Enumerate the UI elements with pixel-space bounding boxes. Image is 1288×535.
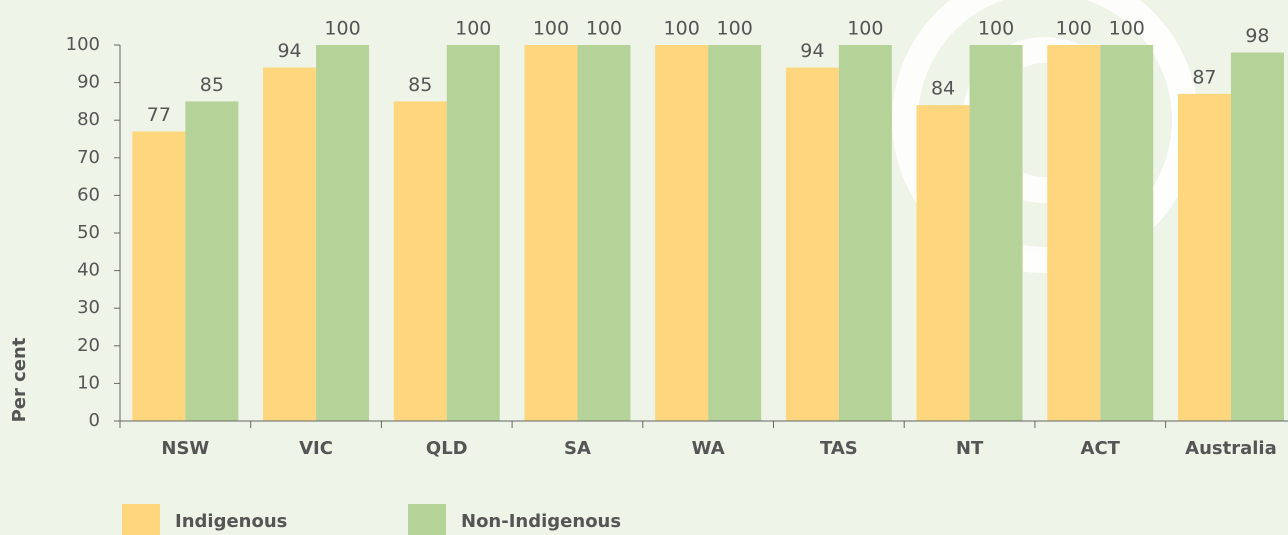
value-label: 87 [1192, 66, 1216, 88]
legend-swatch [122, 504, 160, 535]
bar [786, 68, 839, 421]
x-tick-label: NSW [161, 438, 209, 459]
bar [708, 45, 761, 421]
value-label: 100 [586, 18, 622, 40]
bar [447, 45, 500, 421]
bar [1178, 94, 1231, 421]
bar [655, 45, 708, 421]
value-label: 77 [147, 104, 171, 126]
value-label: 84 [931, 78, 955, 100]
bar [577, 45, 630, 421]
y-tick-label: 100 [66, 34, 100, 55]
bar [839, 45, 892, 421]
bar [917, 105, 970, 421]
value-label: 100 [717, 18, 753, 40]
bar [1100, 45, 1153, 421]
bar [1047, 45, 1100, 421]
legend-label: Non-Indigenous [461, 511, 621, 532]
x-tick-label: Australia [1185, 438, 1277, 459]
x-tick-label: SA [564, 438, 591, 459]
bar [524, 45, 577, 421]
y-tick-label: 40 [77, 260, 100, 281]
value-label: 100 [847, 18, 883, 40]
value-label: 100 [664, 18, 700, 40]
bar [316, 45, 369, 421]
y-tick-label: 30 [77, 297, 100, 318]
y-tick-label: 10 [77, 372, 100, 393]
bar [132, 131, 185, 421]
x-tick-label: NT [956, 438, 984, 459]
x-tick-label: VIC [299, 438, 333, 459]
y-tick-label: 80 [77, 109, 100, 130]
value-label: 100 [1056, 18, 1092, 40]
value-label: 94 [277, 40, 301, 62]
legend-label: Indigenous [175, 511, 287, 532]
y-tick-label: 60 [77, 184, 100, 205]
value-label: 100 [978, 18, 1014, 40]
value-label: 85 [200, 74, 224, 96]
y-tick-label: 50 [77, 222, 100, 243]
value-label: 100 [455, 18, 491, 40]
value-label: 100 [1109, 18, 1145, 40]
bar [1231, 53, 1284, 421]
y-tick-label: 90 [77, 72, 100, 93]
value-label: 98 [1245, 25, 1269, 47]
value-label: 85 [408, 74, 432, 96]
bar [394, 101, 447, 421]
x-tick-label: QLD [426, 438, 468, 459]
y-tick-label: 0 [89, 410, 100, 431]
value-label: 94 [800, 40, 824, 62]
value-label: 100 [324, 18, 360, 40]
y-tick-label: 70 [77, 147, 100, 168]
y-axis-label: Per cent [9, 337, 30, 422]
bar [970, 45, 1023, 421]
x-tick-label: TAS [820, 438, 858, 459]
x-tick-label: WA [692, 438, 725, 459]
bar [185, 101, 238, 421]
bar [263, 68, 316, 421]
value-label: 100 [533, 18, 569, 40]
y-tick-label: 20 [77, 335, 100, 356]
chart: Per cent 0 10 20 30 40 50 60 70 80 90 100 NSW 77 85 VI… [0, 0, 1288, 535]
x-tick-label: ACT [1081, 438, 1121, 459]
legend-swatch [408, 504, 446, 535]
